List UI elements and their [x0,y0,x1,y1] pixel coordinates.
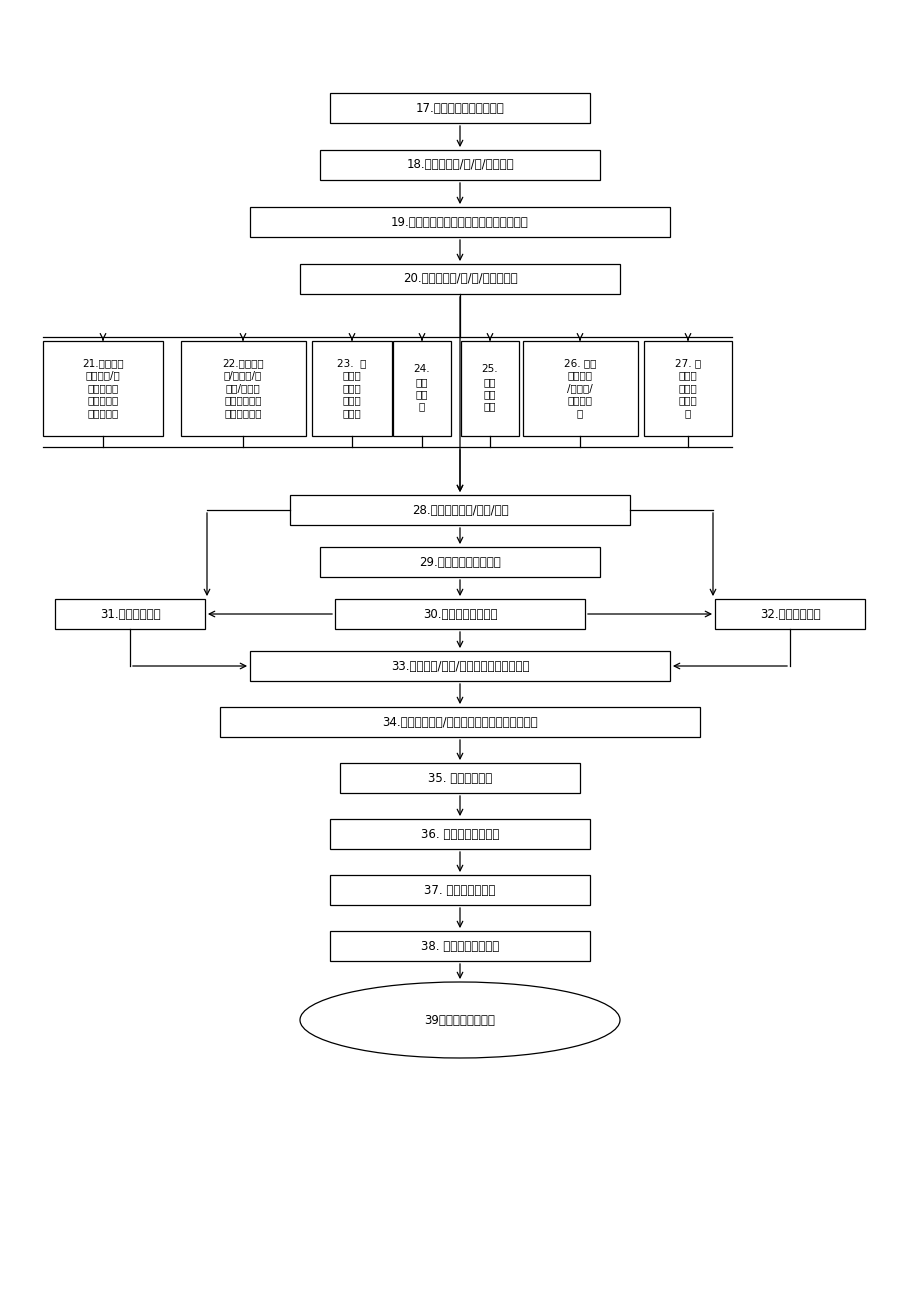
FancyBboxPatch shape [250,651,669,681]
FancyBboxPatch shape [220,707,699,737]
Text: 36. 审查竣工结算报表: 36. 审查竣工结算报表 [420,828,499,841]
FancyBboxPatch shape [714,599,864,629]
Text: 30.审查工程变更提案: 30.审查工程变更提案 [423,608,496,621]
Text: 21.审查工程
重点部位/关
键工序的施
工工艺和质
量保证措施: 21.审查工程 重点部位/关 键工序的施 工工艺和质 量保证措施 [82,358,124,418]
Text: 33.审查分项/分部/单位工程质量验评资料: 33.审查分项/分部/单位工程质量验评资料 [391,660,528,673]
Text: 20.审批施工总/年/季/月用款计划: 20.审批施工总/年/季/月用款计划 [403,272,516,285]
FancyBboxPatch shape [55,599,205,629]
FancyBboxPatch shape [180,341,305,435]
FancyBboxPatch shape [460,341,518,435]
Text: 17.制订工程进度控制方案: 17.制订工程进度控制方案 [415,102,504,115]
Text: 19.制订工程项目造价目标风险的防范对策: 19.制订工程项目造价目标风险的防范对策 [391,216,528,228]
FancyBboxPatch shape [392,341,450,435]
Text: 29.施工安全、环保控制: 29.施工安全、环保控制 [419,556,500,569]
Text: 27. 审
查隐蔽
工程报
验申请
表: 27. 审 查隐蔽 工程报 验申请 表 [675,358,700,418]
FancyBboxPatch shape [330,875,589,905]
FancyBboxPatch shape [522,341,637,435]
FancyBboxPatch shape [643,341,732,435]
Ellipse shape [300,982,619,1059]
Text: 32.工程造价控制: 32.工程造价控制 [759,608,820,621]
FancyBboxPatch shape [300,264,619,294]
Text: 18.审批施工总/年/季/月进度计: 18.审批施工总/年/季/月进度计 [406,159,513,172]
FancyBboxPatch shape [340,763,579,793]
FancyBboxPatch shape [335,599,584,629]
Text: 25.
检查
计量
设备: 25. 检查 计量 设备 [482,365,498,411]
FancyBboxPatch shape [320,150,599,180]
Text: 28.施工过程巡视/检查/旁站: 28.施工过程巡视/检查/旁站 [411,504,508,517]
Text: 35. 参加竣工验收: 35. 参加竣工验收 [427,772,492,785]
Text: 23.  抽
检或审
签施工
测量放
线成果: 23. 抽 检或审 签施工 测量放 线成果 [337,358,367,418]
FancyBboxPatch shape [330,819,589,849]
Text: 24.
考核
试验
室: 24. 考核 试验 室 [414,365,430,411]
FancyBboxPatch shape [320,547,599,577]
FancyBboxPatch shape [289,495,630,525]
Text: 39监理资料归档结项: 39监理资料归档结项 [424,1013,495,1026]
FancyBboxPatch shape [330,931,589,961]
Text: 38. 编写监理工作总结: 38. 编写监理工作总结 [420,940,499,953]
Text: 22.审查新材
料/新工艺/新
技术/新设备
的施工工艺措
施及证明材料: 22.审查新材 料/新工艺/新 技术/新设备 的施工工艺措 施及证明材料 [222,358,264,418]
Text: 31.工程进度控制: 31.工程进度控制 [99,608,160,621]
FancyBboxPatch shape [43,341,163,435]
Text: 26. 审查
工程材料
/构配件/
设备报审
表: 26. 审查 工程材料 /构配件/ 设备报审 表 [563,358,596,418]
Text: 34.审查竣工资料/工程竣工报验单、竣工预验收: 34.审查竣工资料/工程竣工报验单、竣工预验收 [381,716,538,729]
FancyBboxPatch shape [250,207,669,237]
FancyBboxPatch shape [312,341,391,435]
Text: 37. 工程保修期监理: 37. 工程保修期监理 [424,884,495,897]
FancyBboxPatch shape [330,92,589,122]
